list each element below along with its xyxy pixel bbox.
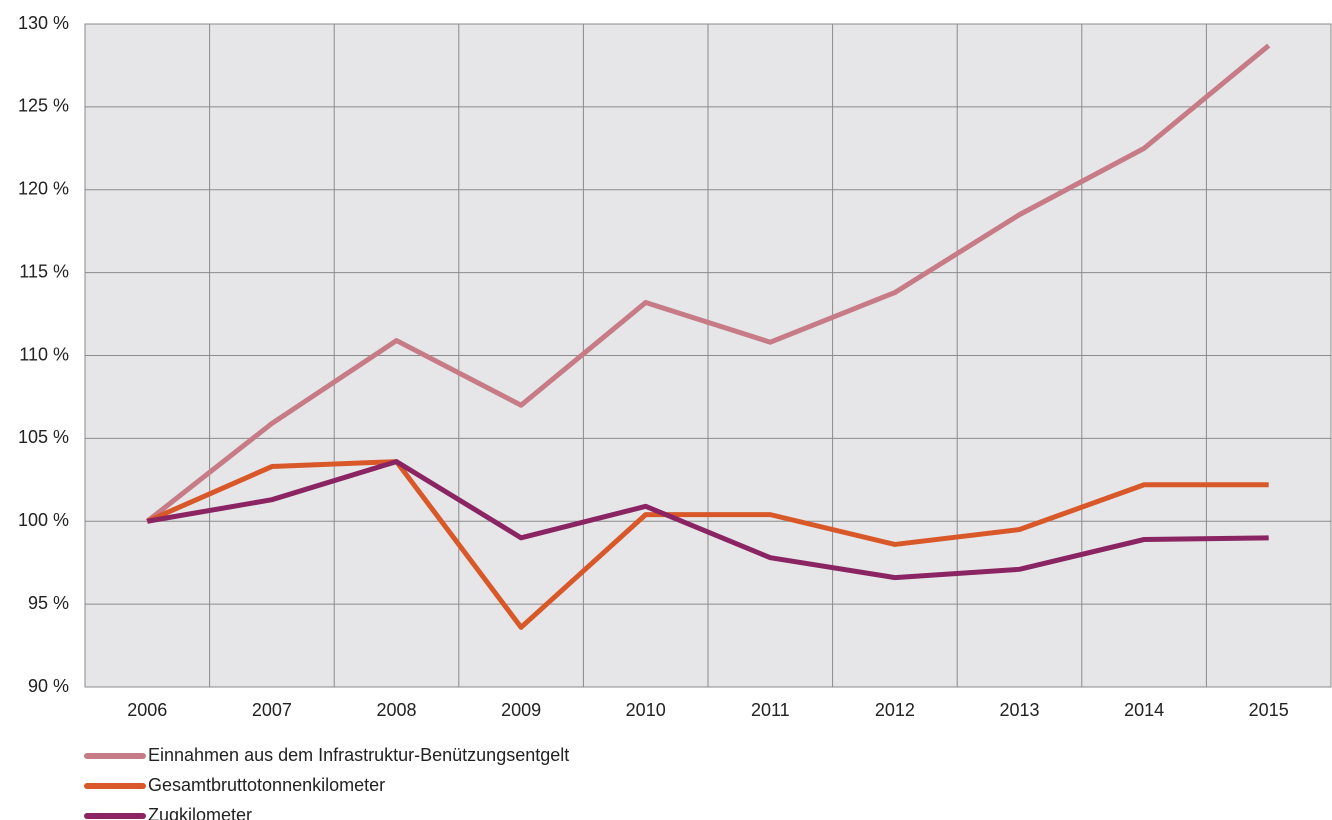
- y-tick-label: 125 %: [18, 96, 69, 116]
- x-tick-label: 2010: [626, 700, 666, 720]
- y-tick-label: 95 %: [28, 593, 69, 613]
- x-tick-label: 2012: [875, 700, 915, 720]
- x-tick-label: 2013: [999, 700, 1039, 720]
- series-line: [146, 459, 1269, 581]
- y-tick-label: 90 %: [28, 676, 69, 696]
- x-tick-label: 2009: [501, 700, 541, 720]
- x-tick-label: 2011: [751, 700, 790, 720]
- legend-label: Gesamtbruttotonnenkilometer: [148, 775, 385, 795]
- x-tick-label: 2008: [376, 700, 416, 720]
- y-tick-label: 115 %: [19, 261, 69, 281]
- series-line: [146, 459, 1269, 630]
- y-tick-label: 110 %: [19, 344, 69, 364]
- legend-label: Einnahmen aus dem Infrastruktur-Benützun…: [148, 745, 569, 765]
- y-tick-label: 130 %: [18, 13, 69, 33]
- series-line: [145, 43, 1271, 524]
- plot-border: [84, 23, 1332, 688]
- x-tick-label: 2015: [1249, 700, 1289, 720]
- y-tick-label: 100 %: [18, 510, 69, 530]
- legend-label: Zugkilometer: [148, 805, 252, 820]
- x-tick-label: 2006: [127, 700, 167, 720]
- y-tick-label: 105 %: [18, 427, 69, 447]
- x-tick-label: 2014: [1124, 700, 1164, 720]
- x-tick-label: 2007: [252, 700, 292, 720]
- y-tick-label: 120 %: [18, 179, 69, 199]
